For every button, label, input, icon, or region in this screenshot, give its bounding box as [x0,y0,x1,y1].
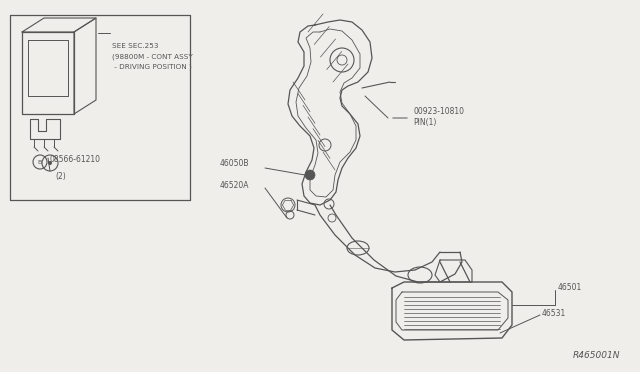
Text: R465001N: R465001N [573,351,620,360]
Text: PIN(1): PIN(1) [413,118,436,126]
Circle shape [305,170,315,180]
Text: 46520A: 46520A [220,180,250,189]
Text: 46531: 46531 [542,308,566,317]
Text: B: B [38,160,42,164]
Text: (2): (2) [55,172,66,181]
Text: 00923-10810: 00923-10810 [413,108,464,116]
Text: 08566-61210: 08566-61210 [49,155,100,164]
Text: SEE SEC.253: SEE SEC.253 [112,43,159,49]
Text: 46501: 46501 [558,283,582,292]
Text: 46050B: 46050B [220,158,250,167]
Text: - DRIVING POSITION ): - DRIVING POSITION ) [112,63,192,70]
Circle shape [48,161,52,165]
Text: (98800M - CONT ASSY: (98800M - CONT ASSY [112,53,193,60]
